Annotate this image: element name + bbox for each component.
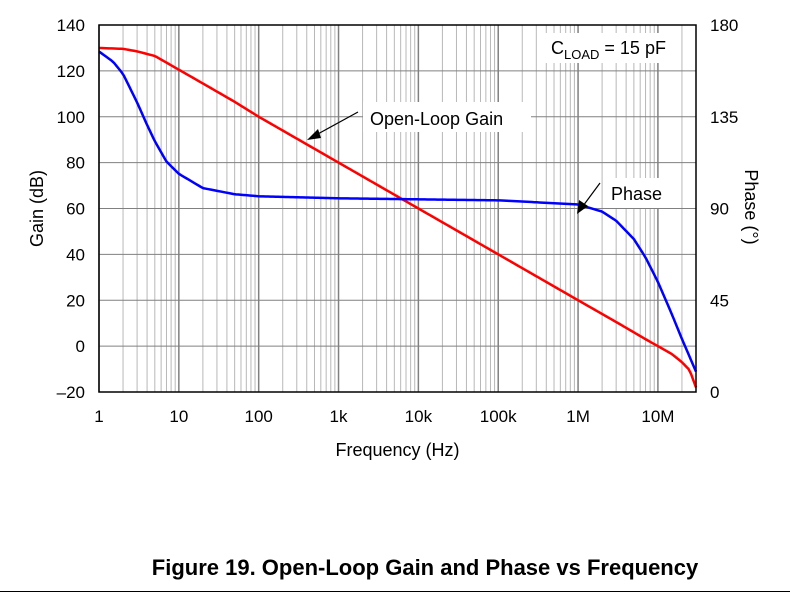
right-y-axis-label: Phase (°) bbox=[741, 169, 761, 244]
major-gridlines bbox=[98, 24, 696, 393]
right-axis-ticks: 0 45 90 135 180 bbox=[710, 16, 738, 402]
right-tick-label: 0 bbox=[710, 383, 719, 402]
series-line-phase bbox=[98, 50, 698, 373]
x-tick-label: 100k bbox=[480, 407, 517, 426]
annotation-value: = 15 pF bbox=[599, 38, 666, 58]
left-axis-ticks: –20 0 20 40 60 80 100 120 140 bbox=[57, 16, 85, 402]
open-loop-gain-callout: Open-Loop Gain bbox=[307, 102, 531, 140]
series-line-open-loop-gain bbox=[98, 46, 698, 388]
left-tick-label: 0 bbox=[76, 337, 85, 356]
callout-leader bbox=[315, 111, 359, 136]
right-tick-label: 45 bbox=[710, 291, 729, 310]
left-tick-label: –20 bbox=[57, 383, 85, 402]
annotation-c: C bbox=[551, 38, 564, 58]
phase-callout: Phase bbox=[577, 178, 676, 214]
callout-bg bbox=[604, 178, 676, 208]
left-tick-label: 120 bbox=[57, 62, 85, 81]
x-tick-label: 1 bbox=[94, 407, 103, 426]
left-tick-label: 40 bbox=[66, 245, 85, 264]
annotation-subscript: LOAD bbox=[564, 47, 599, 62]
left-tick-label: 140 bbox=[57, 16, 85, 35]
left-tick-label: 20 bbox=[66, 291, 85, 310]
right-tick-label: 180 bbox=[710, 16, 738, 35]
left-tick-label: 100 bbox=[57, 108, 85, 127]
x-tick-label: 10 bbox=[169, 407, 188, 426]
open-loop-gain-label: Open-Loop Gain bbox=[370, 109, 503, 129]
x-tick-label: 100 bbox=[244, 407, 272, 426]
callout-bg bbox=[363, 102, 531, 132]
x-tick-label: 10M bbox=[641, 407, 674, 426]
callout-leader bbox=[582, 182, 601, 207]
x-tick-label: 1k bbox=[330, 407, 348, 426]
phase-label: Phase bbox=[611, 184, 662, 204]
right-tick-label: 135 bbox=[710, 108, 738, 127]
x-axis-label: Frequency (Hz) bbox=[335, 440, 459, 460]
svg-text:CLOAD = 15 pF: CLOAD = 15 pF bbox=[551, 38, 666, 62]
load-capacitance-annotation: CLOAD = 15 pF bbox=[541, 33, 681, 63]
series-callouts: Open-Loop Gain Phase bbox=[307, 102, 676, 214]
callout-arrowhead bbox=[307, 129, 321, 140]
left-tick-label: 80 bbox=[66, 154, 85, 173]
plot-frame bbox=[98, 24, 697, 393]
x-axis-ticks: 1 10 100 1k 10k 100k 1M 10M bbox=[94, 407, 674, 426]
series-layer bbox=[98, 46, 698, 388]
left-y-axis-label: Gain (dB) bbox=[27, 170, 47, 247]
left-tick-label: 60 bbox=[66, 200, 85, 219]
x-tick-label: 10k bbox=[405, 407, 433, 426]
right-tick-label: 90 bbox=[710, 200, 729, 219]
x-tick-label: 1M bbox=[566, 407, 590, 426]
callout-arrowhead bbox=[577, 200, 588, 214]
page-rule bbox=[0, 591, 790, 592]
figure-caption: Figure 19. Open-Loop Gain and Phase vs F… bbox=[151, 555, 699, 580]
